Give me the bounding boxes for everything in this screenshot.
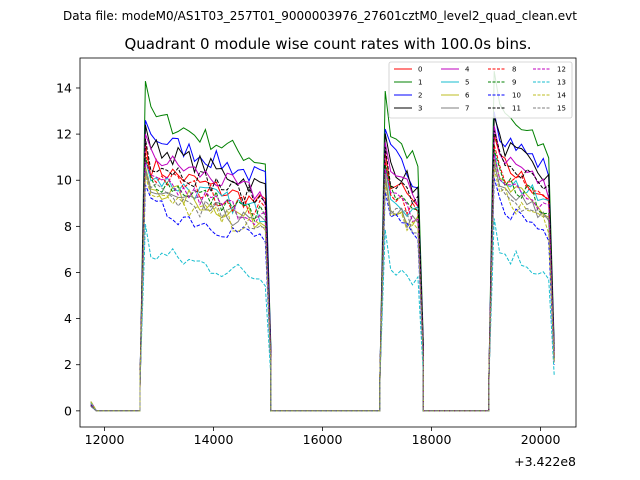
- x-tick-label: 12000: [85, 432, 125, 447]
- y-tick-label: 0: [64, 403, 72, 418]
- legend-label-13: 13: [557, 79, 566, 87]
- x-tick-label: 18000: [412, 432, 452, 447]
- x-tick-label: 20000: [521, 432, 561, 447]
- y-tick-label: 12: [56, 127, 72, 142]
- y-tick-label: 14: [56, 80, 72, 95]
- legend-label-5: 5: [465, 79, 469, 87]
- legend-label-7: 7: [465, 105, 469, 113]
- y-tick-label: 8: [64, 219, 72, 234]
- legend-label-2: 2: [418, 92, 422, 100]
- legend-box: [388, 61, 573, 119]
- y-tick-label: 2: [64, 357, 72, 372]
- plot-frame: [79, 57, 577, 428]
- series-lines: [90, 71, 555, 412]
- x-tick-label: 14000: [194, 432, 234, 447]
- series-line-9: [90, 149, 555, 412]
- series-line-15: [90, 161, 555, 412]
- legend-label-8: 8: [512, 66, 516, 74]
- axes: [79, 57, 577, 428]
- legend-label-6: 6: [465, 92, 470, 100]
- x-tick-label: 16000: [303, 432, 343, 447]
- legend-label-4: 4: [465, 66, 470, 74]
- legend-label-1: 1: [418, 79, 422, 87]
- legend-label-15: 15: [557, 105, 566, 113]
- y-tick-label: 10: [56, 173, 72, 188]
- chart-title: Quadrant 0 module wise count rates with …: [124, 35, 531, 53]
- legend-label-11: 11: [512, 105, 521, 113]
- legend-label-14: 14: [557, 92, 566, 100]
- figure-suptitle: Data file: modeM0/AS1T03_257T01_90000039…: [63, 9, 577, 23]
- legend-label-10: 10: [512, 92, 521, 100]
- legend-label-9: 9: [512, 79, 516, 87]
- legend-label-12: 12: [557, 66, 566, 74]
- y-tick-label: 4: [64, 311, 72, 326]
- y-tick-label: 6: [64, 265, 72, 280]
- legend-label-0: 0: [418, 66, 422, 74]
- x-axis-offset-label: +3.422e8: [514, 454, 576, 469]
- legend-label-3: 3: [418, 105, 422, 113]
